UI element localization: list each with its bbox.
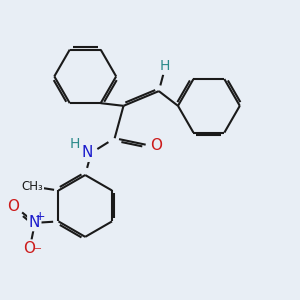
Text: ⁻: ⁻	[34, 244, 42, 259]
Text: N: N	[28, 215, 40, 230]
Text: O: O	[23, 241, 35, 256]
Text: H: H	[160, 59, 170, 73]
Text: O: O	[8, 199, 20, 214]
Text: CH₃: CH₃	[21, 180, 43, 193]
Text: O: O	[150, 138, 162, 153]
Text: N: N	[82, 146, 93, 160]
Text: H: H	[70, 137, 80, 151]
Text: +: +	[35, 210, 46, 223]
